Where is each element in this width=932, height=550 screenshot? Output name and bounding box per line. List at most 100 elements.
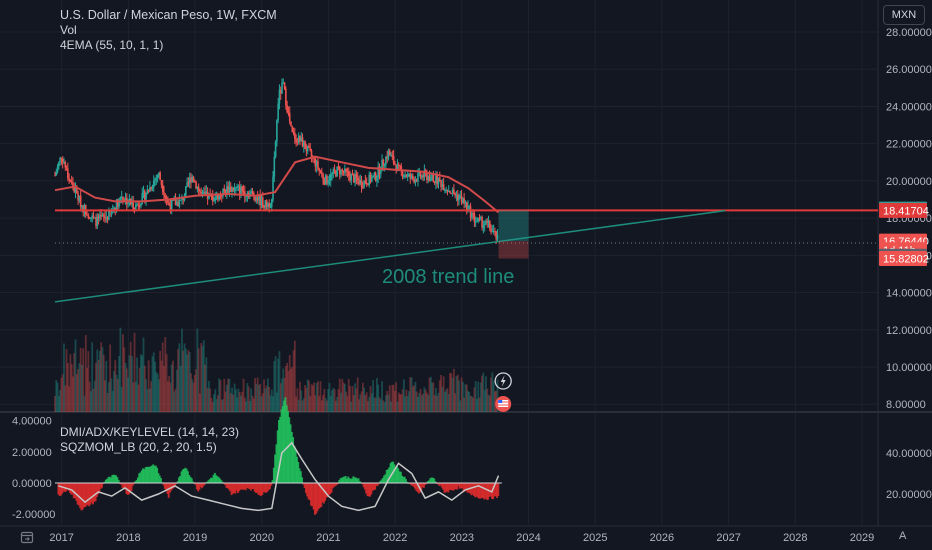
volume-bar <box>247 386 250 412</box>
candle-body <box>360 179 363 188</box>
candle-body <box>454 193 456 196</box>
osc-right-tick-label: 20.00000 <box>886 489 932 501</box>
candle-body <box>108 210 110 220</box>
volume-bar <box>154 361 156 412</box>
sqzmom-label[interactable]: SQZMOM_LB (20, 2, 20, 1.5) <box>60 440 217 454</box>
candle-body <box>78 195 81 201</box>
candle-body <box>187 182 190 184</box>
momentum-bar <box>151 465 153 483</box>
candle-body <box>440 180 442 188</box>
volume-bar <box>440 374 442 412</box>
dmi-label[interactable]: DMI/ADX/KEYLEVEL (14, 14, 23) <box>60 425 239 439</box>
momentum-bar <box>363 483 366 490</box>
volume-bar <box>273 360 276 412</box>
momentum-bar <box>59 483 62 496</box>
momentum-bar <box>288 417 291 483</box>
momentum-bar <box>76 483 79 505</box>
momentum-bar <box>98 483 101 493</box>
candle-body <box>220 195 223 197</box>
volume-bar <box>395 382 398 412</box>
candle-body <box>340 169 342 175</box>
momentum-bar <box>154 465 157 483</box>
volume-bar <box>432 382 435 412</box>
volume-label[interactable]: Vol <box>60 23 77 37</box>
volume-bar <box>251 395 254 412</box>
momentum-bar <box>394 467 397 483</box>
volume-bar <box>219 380 222 412</box>
volume-bar <box>401 389 404 412</box>
lightning-icon <box>494 372 512 390</box>
volume-bar <box>56 382 59 412</box>
candle-body <box>465 202 468 210</box>
volume-bar <box>469 395 472 412</box>
volume-bar <box>123 347 126 412</box>
momentum-bar <box>487 483 489 500</box>
calendar-goto-icon[interactable] <box>20 530 34 544</box>
candle-body <box>421 175 423 178</box>
candle-body <box>429 178 432 181</box>
momentum-bar <box>189 476 192 483</box>
volume-bar <box>422 393 425 412</box>
candle-body <box>464 202 467 204</box>
momentum-bar <box>131 483 134 486</box>
volume-bar <box>174 388 177 412</box>
momentum-bar <box>283 400 286 483</box>
candle-body <box>396 164 399 171</box>
volume-bar <box>485 376 487 412</box>
momentum-bar <box>267 483 270 491</box>
momentum-bar <box>139 472 142 483</box>
momentum-bar <box>249 483 252 491</box>
osc-right-tick-label: 40.00000 <box>886 448 932 460</box>
momentum-bar <box>442 483 445 490</box>
momentum-bar <box>381 478 384 483</box>
volume-bar <box>138 367 141 412</box>
momentum-bar <box>247 483 250 489</box>
volume-bar <box>474 381 477 412</box>
candle-body <box>299 135 301 142</box>
momentum-bar <box>294 449 297 483</box>
momentum-bar <box>177 477 180 483</box>
volume-bar <box>279 383 282 412</box>
symbol-title[interactable]: U.S. Dollar / Mexican Peso, 1W, FXCM <box>60 8 277 22</box>
volume-bar <box>204 364 206 412</box>
candle-body <box>176 202 178 206</box>
candle-body <box>156 175 159 178</box>
candle-body <box>178 200 181 207</box>
volume-bar <box>133 332 136 412</box>
volume-histogram <box>54 327 499 412</box>
momentum-bar <box>331 483 334 489</box>
volume-bar <box>328 382 331 412</box>
candle-body <box>331 173 333 175</box>
volume-bar <box>264 388 267 412</box>
candle-body <box>415 179 418 182</box>
volume-bar <box>288 354 291 412</box>
momentum-bar <box>426 481 429 483</box>
momentum-bar <box>295 456 298 483</box>
ema-line <box>54 155 500 214</box>
volume-bar <box>243 397 246 412</box>
volume-bar <box>278 351 281 412</box>
momentum-bar <box>260 483 262 496</box>
position-target-zone <box>498 210 529 242</box>
volume-bar <box>234 389 237 412</box>
volume-bar <box>106 392 109 412</box>
momentum-bar <box>134 481 137 483</box>
momentum-bar <box>140 470 143 483</box>
momentum-bar <box>181 469 184 483</box>
volume-bar <box>441 386 444 412</box>
volume-bar <box>86 368 88 412</box>
candle-body <box>232 188 235 192</box>
candle-body <box>114 207 117 211</box>
candle-body <box>115 199 118 211</box>
volume-bar <box>333 389 336 412</box>
candle-body <box>283 82 286 89</box>
auto-scale-button[interactable]: A <box>899 530 907 542</box>
volume-bar <box>258 385 260 412</box>
volume-bar <box>292 350 295 412</box>
currency-button[interactable]: MXN <box>883 5 925 25</box>
trend-line-annotation[interactable]: 2008 trend line <box>382 266 515 288</box>
volume-bar <box>143 365 146 412</box>
ema-label[interactable]: 4EMA (55, 10, 1, 1) <box>60 38 164 52</box>
candle-body <box>229 187 232 192</box>
